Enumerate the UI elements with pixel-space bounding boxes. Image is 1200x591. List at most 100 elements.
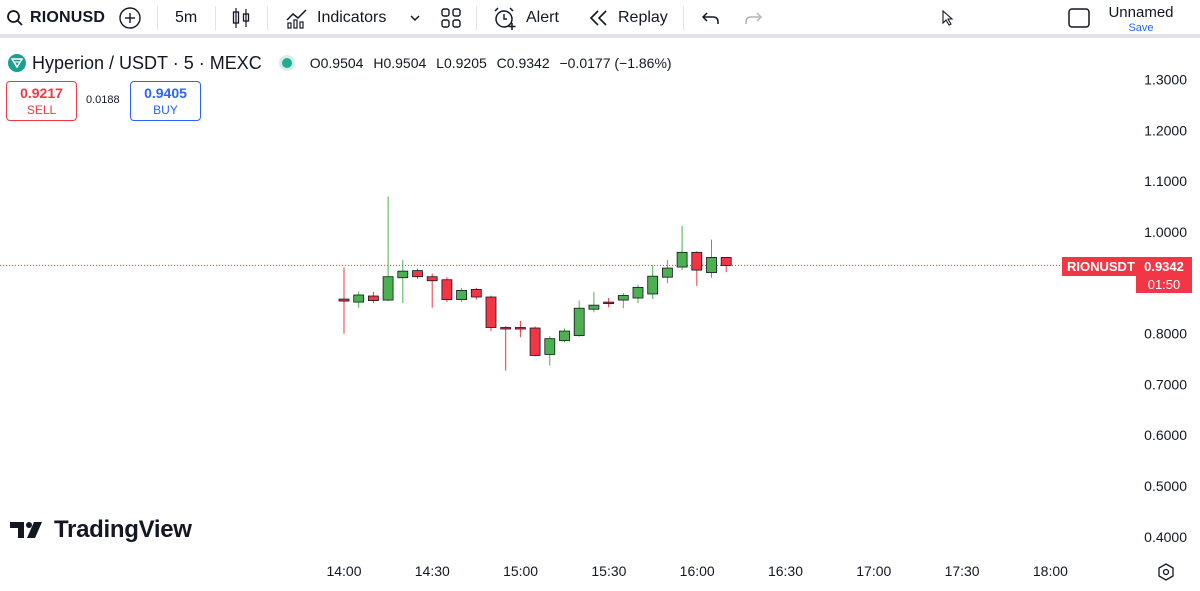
candle[interactable] (720, 256, 732, 273)
candle[interactable] (515, 320, 526, 338)
replay-button[interactable]: Replay (588, 0, 668, 36)
candle[interactable] (647, 265, 659, 300)
candle[interactable] (676, 225, 688, 271)
candle[interactable] (632, 284, 644, 304)
candle[interactable] (706, 239, 717, 278)
candles-icon (232, 8, 250, 28)
candle[interactable] (588, 291, 600, 313)
indicators-button[interactable]: Indicators (285, 0, 386, 36)
candle-body (720, 256, 732, 266)
search-icon (7, 10, 23, 26)
candle-body (441, 279, 453, 300)
candle-body (353, 294, 365, 303)
candle[interactable] (544, 336, 556, 366)
buy-label: BUY (153, 103, 178, 117)
candle[interactable] (500, 325, 512, 371)
x-tick-label: 16:00 (680, 563, 715, 579)
last-price-tag: 0.9342 01:50 (1136, 257, 1192, 293)
y-tick-label: 0.5000 (1144, 478, 1187, 494)
candle[interactable] (426, 273, 438, 308)
symbol-label: RIONUSD (30, 9, 106, 26)
candle[interactable] (382, 196, 394, 302)
candle[interactable] (691, 251, 703, 286)
candle[interactable] (367, 291, 379, 304)
market-status-icon[interactable] (281, 58, 292, 68)
plus-circle-icon (119, 7, 141, 29)
compare-button[interactable] (118, 0, 142, 36)
alert-label: Alert (526, 9, 559, 26)
candle[interactable] (456, 287, 468, 303)
candle[interactable] (338, 267, 350, 334)
sell-button[interactable]: 0.9217 SELL (6, 81, 77, 121)
open-value: O0.9504 (309, 55, 364, 71)
candle-body (544, 338, 556, 355)
candle-body (632, 286, 644, 299)
candle-body (676, 251, 688, 268)
toolbar-divider (683, 6, 684, 30)
y-tick-label: 0.7000 (1144, 376, 1187, 392)
chart-type-button[interactable] (231, 0, 251, 36)
alarm-clock-icon (494, 7, 516, 30)
price-axis: 1.3000 1.2000 1.1000 1.0000 0.8000 0.7000 0.60… (1144, 72, 1187, 545)
bar-countdown: 01:50 (1147, 277, 1181, 292)
candle-body (573, 307, 585, 337)
x-tick-label: 15:30 (591, 563, 626, 579)
candle-body (426, 276, 438, 282)
symbol-search[interactable]: RIONUSD (6, 0, 105, 36)
candle-body (706, 256, 717, 274)
candle-body (691, 251, 703, 271)
y-tick-label: 1.3000 (1144, 72, 1187, 88)
save-label: Save (1128, 22, 1154, 34)
indicators-dropdown[interactable] (408, 0, 422, 36)
y-tick-label: 1.2000 (1144, 122, 1187, 138)
layout-name-button[interactable]: Unnamed Save (1106, 4, 1176, 34)
candle[interactable] (412, 268, 423, 279)
candle[interactable] (559, 328, 570, 343)
price-chart[interactable]: 1.3000 1.2000 1.1000 1.0000 0.8000 0.7000 0.60… (0, 42, 1200, 591)
last-price: 0.9342 (1144, 259, 1184, 274)
y-tick-label: 0.4000 (1144, 529, 1187, 545)
candle[interactable] (470, 287, 482, 300)
chart-title[interactable]: Hyperion / USDT · 5 · MEXC (32, 52, 262, 73)
candle-body (559, 330, 570, 342)
candle[interactable] (397, 259, 409, 304)
candle-body (485, 296, 497, 328)
candle[interactable] (617, 292, 629, 309)
tradingview-logo[interactable]: TradingView (10, 516, 192, 544)
candle-body (412, 270, 423, 278)
candle-body (382, 276, 394, 301)
replay-label: Replay (618, 9, 668, 26)
x-tick-label: 14:30 (415, 563, 450, 579)
layouts-button[interactable] (440, 0, 462, 36)
candle[interactable] (485, 295, 497, 332)
timeframe-button[interactable]: 5m (175, 0, 197, 36)
change-value: −0.0177 (−1.86%) (559, 55, 672, 71)
candle[interactable] (441, 277, 453, 303)
y-tick-label: 0.8000 (1144, 326, 1187, 342)
time-axis: 14:00 14:30 15:00 15:30 16:00 16:30 17:00 17:30… (326, 563, 1068, 579)
alert-button[interactable]: Alert (492, 0, 559, 36)
ohlc-values: O0.9504 H0.9504 L0.9205 C0.9342 −0.0177 … (310, 55, 678, 71)
candle-body (500, 327, 512, 330)
candle[interactable] (353, 291, 365, 308)
low-value: L0.9205 (436, 55, 487, 71)
candle-body (647, 275, 659, 295)
buy-button[interactable]: 0.9405 BUY (130, 81, 201, 121)
settings-hexagon-icon (1158, 563, 1174, 581)
candle[interactable] (662, 259, 673, 284)
undo-button[interactable] (701, 0, 721, 36)
x-tick-label: 14:00 (326, 563, 361, 579)
candle-body (397, 270, 409, 279)
candle[interactable] (603, 298, 614, 308)
x-tick-label: 17:30 (945, 563, 980, 579)
high-value: H0.9504 (373, 55, 427, 71)
redo-button[interactable] (743, 0, 763, 36)
layout-checkbox[interactable] (1067, 0, 1091, 36)
candle-body (367, 295, 379, 301)
toolbar-divider (476, 6, 477, 30)
candle[interactable] (529, 326, 541, 357)
candle[interactable] (573, 300, 585, 337)
toolbar-divider (267, 6, 268, 30)
candle-body (515, 327, 526, 330)
chart-settings-button[interactable] (1156, 562, 1176, 587)
